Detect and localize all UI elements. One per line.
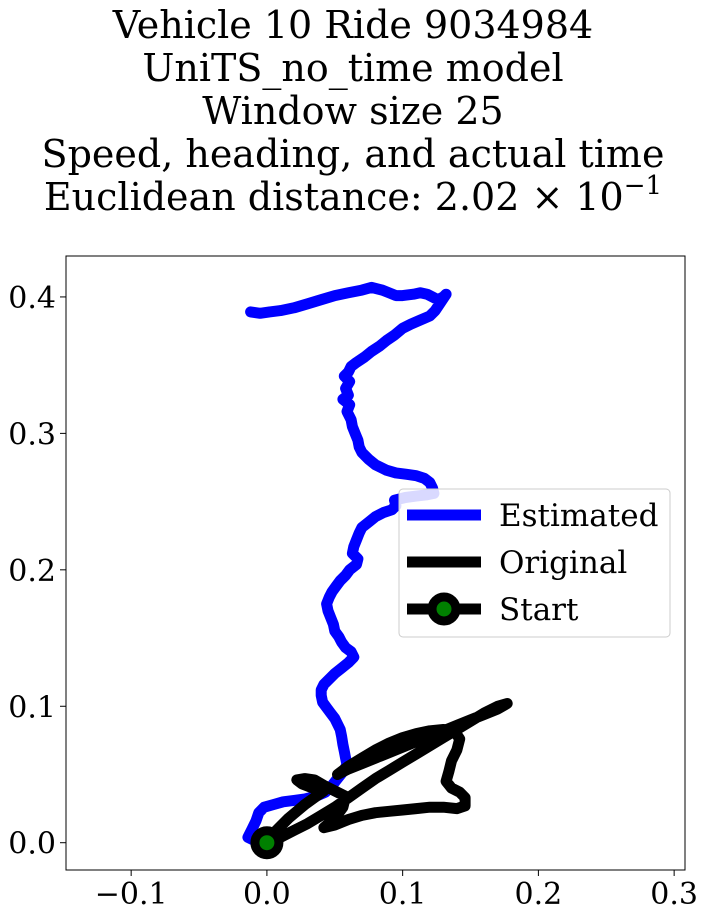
legend-marker-start	[427, 592, 461, 626]
y-tick-label: 0.2	[8, 554, 56, 589]
y-tick-label: 0.4	[8, 281, 56, 316]
title-exponent: −1	[623, 171, 663, 202]
ticks-layer: −0.1 0.0 0.1 0.2 0.3 0.0 0.1 0.2 0.3 0.4	[8, 281, 698, 912]
series-line-estimated	[242, 281, 452, 849]
legend: Estimated Original Start	[398, 488, 671, 638]
title-line-4: Speed, heading, and actual time	[41, 132, 665, 176]
axes-frame	[65, 255, 686, 871]
y-tick-label: 0.0	[8, 827, 56, 862]
y-tick-label: 0.1	[8, 690, 56, 725]
title-line-2: UniTS_no_time model	[142, 46, 564, 90]
start-marker	[250, 826, 284, 860]
legend-label-start: Start	[499, 592, 579, 628]
chart-title: Vehicle 10 Ride 9034984 UniTS_no_time mo…	[0, 4, 706, 219]
legend-label-estimated: Estimated	[499, 498, 658, 534]
legend-label-original: Original	[499, 545, 627, 581]
title-line-1: Vehicle 10 Ride 9034984	[112, 3, 594, 47]
x-tick-label: 0.2	[515, 877, 563, 912]
title-line-3: Window size 25	[202, 89, 504, 133]
title-line-5-base: Euclidean distance: 2.02 × 10	[43, 175, 624, 219]
legend-box	[398, 488, 671, 638]
series-layer	[242, 281, 513, 860]
x-tick-label: 0.3	[650, 877, 698, 912]
x-tick-label: −0.1	[95, 877, 168, 912]
title-line-5: Euclidean distance: 2.02 × 10−1	[0, 173, 706, 219]
y-tick-label: 0.3	[8, 417, 56, 452]
x-tick-label: 0.0	[243, 877, 291, 912]
x-tick-label: 0.1	[379, 877, 427, 912]
series-line-original	[261, 698, 513, 849]
